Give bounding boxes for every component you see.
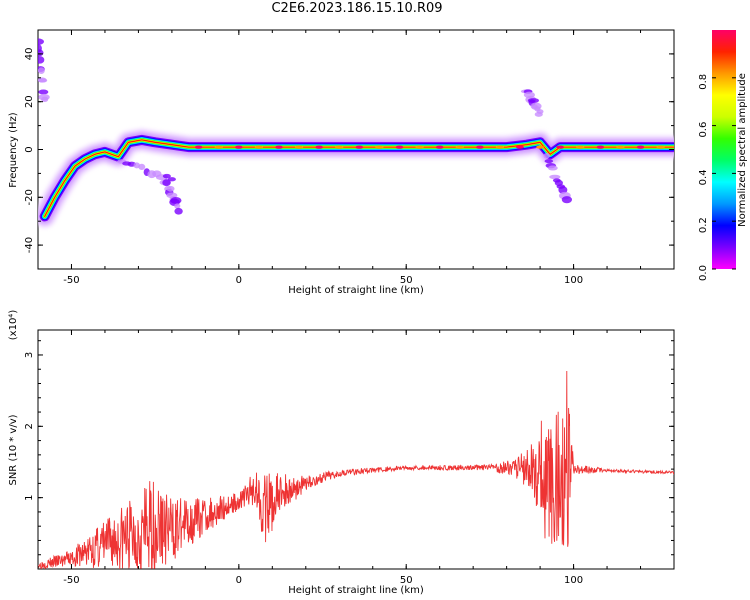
colorbar-tick-label: 0.0 [698,265,709,281]
x-tick-label: 50 [400,275,413,286]
x-tick-label: -50 [63,575,79,586]
heatmap-hotspot [435,145,444,149]
x-tick-label: 0 [236,275,242,286]
colorbar-title: Normalized spectral amplitude [737,73,748,227]
heatmap-hotspot [596,145,605,149]
heatmap-y-axis-title: Frequency (Hz) [8,112,19,188]
heatmap-spur-blob [549,174,561,180]
snr-x-axis-title: Height of straight line (km) [288,585,424,596]
colorbar-tick-label: 0.4 [698,169,709,185]
x-tick-label: 50 [400,575,413,586]
heatmap-spur-blob [558,186,568,194]
heatmap-spur-blob [162,179,171,187]
colorbar-gradient [712,30,736,269]
snr-y-axis-title: SNR (10 * v/v) [8,414,19,485]
y-tick-label: 20 [24,95,35,108]
x-tick-label: -50 [63,275,79,286]
colorbar-tick-label: 0.6 [698,122,709,138]
colorbar: 0.0 0.2 0.4 0.6 0.8 Normalized spectral ampl… [698,30,748,281]
heatmap-spur-blob [527,98,540,104]
heatmap-hotspot [495,145,504,149]
heatmap-hotspot [254,145,263,149]
heatmap-spur-blob [162,173,171,179]
heatmap-panel: -50 0 50 100 -40 -20 0 20 40 Height of straight… [8,29,675,296]
heatmap-hotspot [536,145,545,149]
x-tick-label: 100 [564,575,583,586]
snr-panel: -50 0 50 100 1 2 3 Height of straight line (k… [8,310,675,596]
heatmap-spur-blob [38,89,49,95]
heatmap-hotspot [616,145,625,149]
heatmap-x-axis-title: Height of straight line (km) [288,285,424,296]
heatmap-spur-blob [543,152,551,159]
y-tick-label: 40 [24,48,35,61]
heatmap-hotspot [556,145,565,149]
heatmap-spur-blob [38,56,45,64]
snr-series-line [38,371,674,569]
heatmap-hotspot [194,145,203,149]
heatmap-hotspot [395,145,404,149]
heatmap-hotspot [516,145,525,149]
heatmap-spur-blob [544,159,554,164]
heatmap-hotspot [475,145,484,149]
x-tick-label: 100 [564,275,583,286]
heatmap-hotspot [375,145,384,149]
heatmap-hotspot [415,145,424,149]
heatmap-spur-blob [38,78,48,83]
heatmap-spur-blob [38,49,44,57]
heatmap-hotspot [315,145,324,149]
heatmap-hotspot [656,145,665,149]
heatmap-hotspot [214,145,223,149]
y-tick-label: 0 [24,146,35,152]
heatmap-hotspot [295,145,304,149]
x-tick-label: 0 [236,575,242,586]
y-tick-label: -40 [24,237,35,253]
y-tick-label: 1 [24,494,35,500]
heatmap-hotspot [335,145,344,149]
y-tick-label: 2 [24,423,35,429]
chart-title: C2E6.2023.186.15.10.R09 [271,1,443,16]
heatmap-spur-blob [547,165,558,171]
colorbar-tick-label: 0.2 [698,217,709,233]
heatmap-hotspot [576,145,585,149]
heatmap-hotspot [636,145,645,149]
heatmap-spur-blob [167,177,176,182]
heatmap-spur-blob [561,196,572,204]
y-tick-label: -20 [24,189,35,205]
heatmap-spur-blob [170,196,182,204]
heatmap-spur-blob [536,109,544,114]
heatmap-spur-blob [174,207,183,215]
heatmap-spur-blob [166,185,175,192]
heatmap-spur-blob [38,67,45,75]
heatmap-hotspot [234,145,243,149]
heatmap-hotspot [355,145,364,149]
heatmap-spur-blob [41,96,49,103]
heatmap-spur-blob [138,163,146,171]
heatmap-spur-blob [38,38,44,45]
heatmap-spur-blob [174,203,181,209]
heatmap-hotspot [275,145,284,149]
snr-y-multiplier: (x10⁴) [8,310,19,341]
colorbar-tick-label: 0.8 [698,74,709,90]
y-tick-label: 3 [24,352,35,358]
heatmap-hotspot [455,145,464,149]
